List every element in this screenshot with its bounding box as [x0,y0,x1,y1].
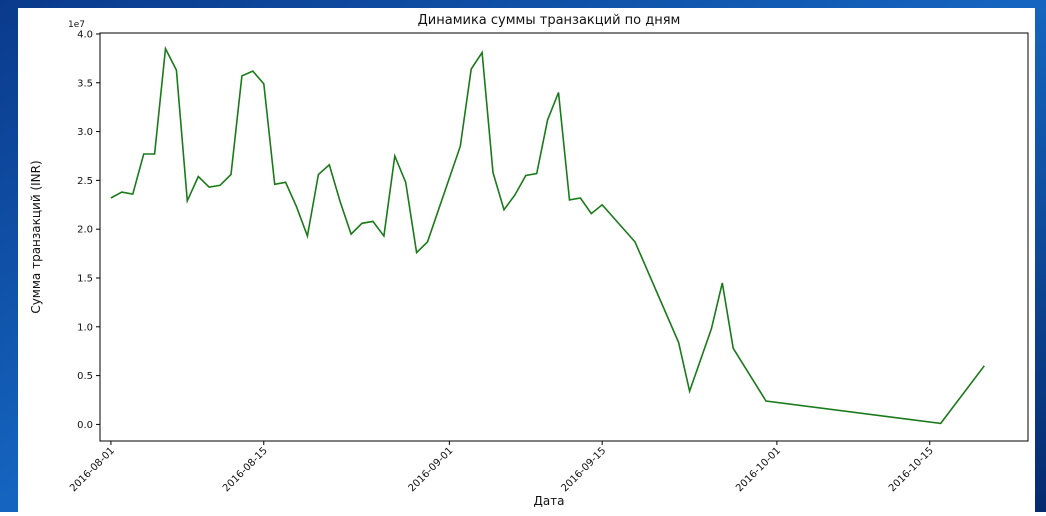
x-axis-label: Дата [533,494,564,508]
y-tick-label: 2.5 [77,176,93,187]
line-series [110,45,985,425]
y-tick-label: 0.0 [77,420,93,431]
y-tick-label: 1.0 [77,322,93,333]
axes-frame [99,32,1029,442]
figure [18,8,1035,512]
y-tick-label: 2.0 [77,225,93,236]
y-tick-label: 3.0 [77,127,93,138]
y-tick-label: 4.0 [77,29,93,40]
y-tick-label: 0.5 [77,371,93,382]
y-tick-label: 3.5 [77,78,93,89]
y-axis-label: Сумма транзакций (INR) [29,160,43,313]
y-tick-label: 1.5 [77,273,93,284]
y-offset-label: 1e7 [68,20,85,30]
chart-title: Динамика суммы транзакций по дням [418,13,681,28]
